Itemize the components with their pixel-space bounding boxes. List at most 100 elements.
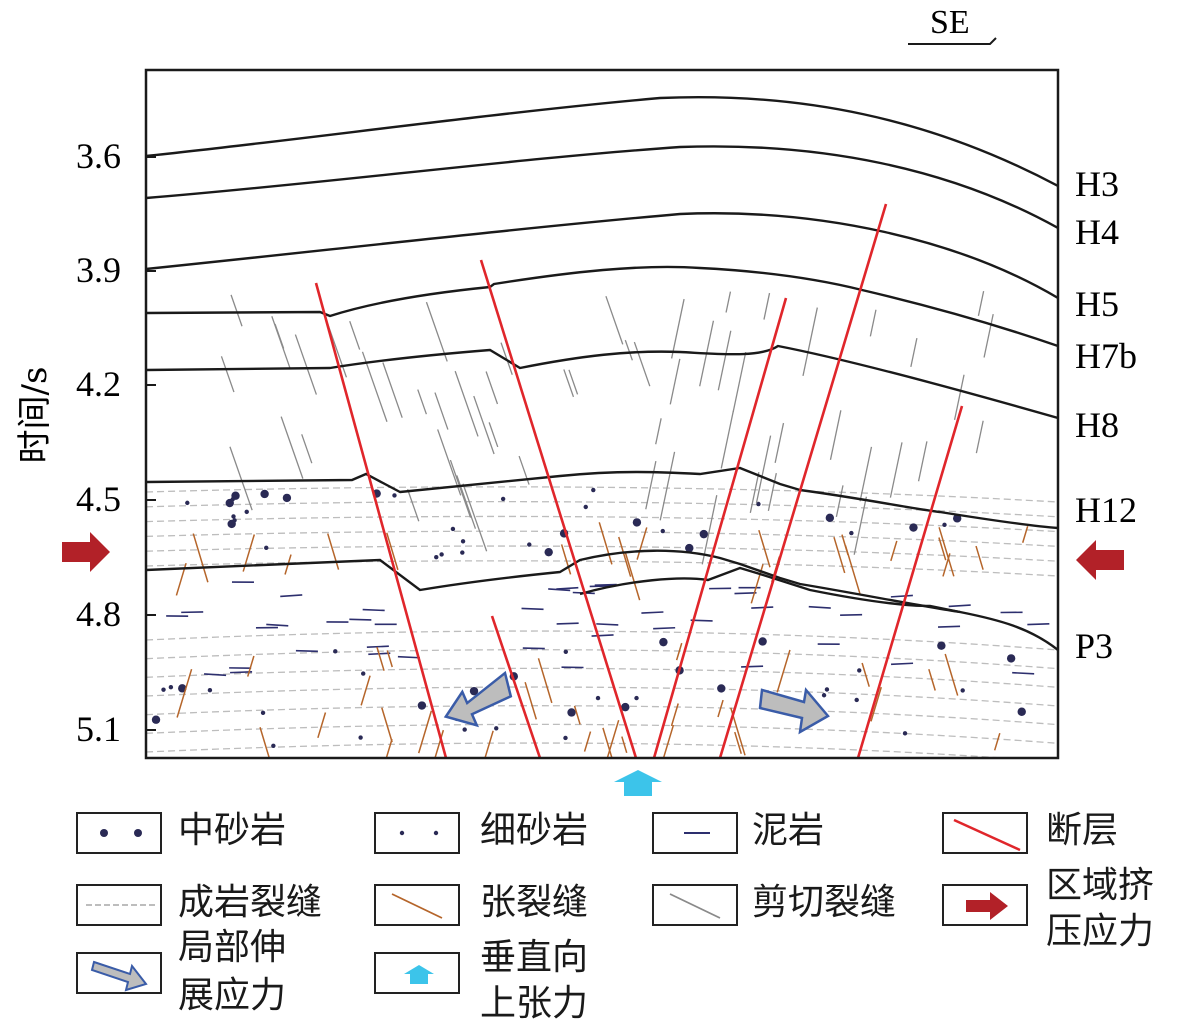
tension-fracture-line (993, 732, 1001, 751)
sand-grain (583, 504, 588, 510)
tick-label-4-8: 4.8 (76, 594, 121, 634)
tension-fracture-line (938, 537, 947, 561)
shear-fracture-line (280, 416, 304, 479)
sand-grain (151, 715, 161, 724)
local-extension-arrow-left (443, 670, 513, 728)
sand-grain (717, 684, 726, 693)
mudstone-dash (808, 605, 831, 609)
shear-fracture-line (732, 351, 747, 413)
tension-fracture-line (942, 553, 951, 577)
sand-grain (168, 684, 174, 690)
sand-grain (417, 701, 427, 710)
horizon-h4-line (146, 145, 1058, 230)
fault-line-2 (479, 259, 638, 758)
mudstone-dash (521, 607, 544, 611)
sand-grain (591, 487, 596, 493)
tension-fracture-line (662, 724, 675, 758)
fault-line-3 (490, 615, 542, 758)
sand-grain (699, 529, 709, 539)
mudstone-dash (741, 665, 764, 668)
mudstone-dash (891, 662, 914, 666)
shear-fracture-line (456, 475, 477, 529)
sand-grain (434, 554, 439, 560)
sand-grain (857, 668, 862, 673)
shear-fracture-line (417, 389, 428, 415)
diagenetic-fracture-line (146, 667, 1058, 688)
shear-fracture-line (720, 410, 734, 469)
mudstone-dash (556, 586, 579, 590)
mudstone-dash (1012, 671, 1035, 675)
diagenetic-fracture-line (146, 649, 1058, 670)
diagenetic-fracture-line (146, 530, 1058, 548)
sand-grain (960, 688, 965, 693)
tension-fracture-line (636, 527, 648, 560)
shear-fracture-line (755, 435, 772, 504)
mudstone-dash (594, 583, 617, 587)
tension-fracture-line (606, 719, 620, 758)
sand-grain (460, 550, 465, 555)
shear-fracture-line (488, 422, 499, 448)
sand-grain (494, 726, 499, 731)
mudstone-dash (266, 623, 289, 627)
mudstone-dash (938, 625, 961, 628)
sand-grain (358, 735, 363, 740)
shear-fracture-line (294, 334, 318, 395)
sand-grain (821, 693, 827, 698)
direction-label: SE (930, 4, 970, 41)
tension-fracture-line (675, 642, 683, 661)
sand-grain (567, 708, 576, 717)
tension-fracture-line (327, 533, 340, 570)
diagenetic-fracture-line (146, 515, 1058, 533)
sand-grain (264, 545, 269, 551)
tension-fracture-line (192, 533, 209, 583)
shear-fracture-line (725, 291, 732, 313)
mudstone-dash (548, 588, 571, 592)
sand-grain (659, 637, 668, 647)
shear-fracture-line (859, 446, 873, 502)
diagenetic-fracture-line (146, 723, 1058, 744)
mudstone-dash (280, 594, 303, 598)
tension-fracture-line (758, 529, 771, 568)
shear-fracture-line (605, 295, 624, 345)
shear-fracture-line (406, 489, 420, 522)
tension-fracture-line (376, 646, 385, 671)
tension-fracture-line (890, 540, 898, 562)
horizon-h8-line (146, 344, 1058, 420)
sand-grain (595, 695, 601, 701)
mudstone-dash (591, 634, 614, 637)
shear-fracture-line (462, 483, 488, 552)
shear-fracture-line (669, 358, 681, 405)
mudstone-dash (397, 655, 420, 659)
shear-fracture-line (301, 434, 313, 464)
tension-fracture-line (259, 727, 271, 758)
sand-grain (660, 528, 665, 534)
shear-fracture-line (563, 369, 575, 398)
sand-grain (824, 687, 830, 692)
sand-grain (632, 518, 642, 527)
vertical-tension-arrow (614, 770, 662, 796)
shear-fracture-line (229, 446, 253, 511)
shear-fracture-line (701, 495, 718, 565)
sand-grain (544, 547, 553, 557)
shear-fracture-line (983, 313, 994, 358)
shear-fracture-line (889, 442, 903, 498)
shear-fracture-line (568, 369, 579, 395)
tension-fracture-line (870, 686, 882, 722)
tension-fracture-line (317, 712, 327, 739)
tension-fracture-line (861, 662, 870, 687)
shear-fracture-line (485, 371, 499, 405)
sand-grain (450, 526, 456, 532)
shear-fracture-line (624, 339, 633, 361)
sand-grain (439, 552, 444, 557)
shear-fracture-line (717, 330, 732, 391)
horizon-label-h5: H5 (1075, 284, 1119, 324)
sand-grain (361, 671, 366, 676)
tension-fracture-line (386, 650, 393, 668)
tension-fracture-line (844, 545, 862, 596)
tick-label-4-5: 4.5 (76, 479, 121, 519)
mudstone-dash (295, 649, 318, 653)
tension-fracture-line (598, 522, 613, 565)
shear-fracture-line (449, 459, 472, 518)
tension-fracture-line (717, 699, 724, 718)
sand-grain (231, 514, 236, 519)
